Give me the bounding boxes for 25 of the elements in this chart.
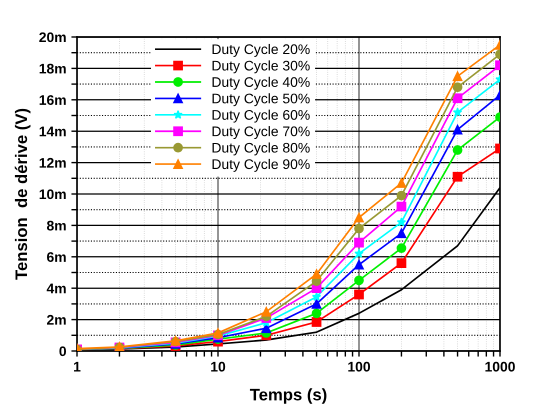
y-tick-label: 0: [59, 346, 66, 356]
y-tick-label: 18m: [40, 64, 66, 74]
y-tick-label: 20m: [39, 32, 66, 42]
y-tick-label: 6m: [47, 252, 66, 262]
legend-label: Duty Cycle 30%: [212, 60, 310, 74]
y-tick-label: 14m: [40, 126, 66, 136]
x-axis-title: Temps (s): [250, 388, 326, 404]
x-tick-label: 100: [348, 362, 370, 372]
y-tick-label: 8m: [46, 220, 66, 231]
y-tick-label: 16m: [40, 95, 66, 105]
x-tick-label: 10: [211, 362, 226, 372]
legend-label: Duty Cycle 50%: [212, 93, 310, 106]
legend-label: Duty Cycle 60%: [212, 110, 310, 123]
x-tick-label: 1000: [485, 362, 515, 372]
y-tick-label: 2m: [46, 314, 66, 325]
y-tick-label: 10m: [40, 189, 66, 200]
legend-label: Duty Cycle 20%: [212, 44, 310, 57]
legend-label: Duty Cycle 40%: [212, 76, 310, 90]
legend-label: Duty Cycle 70%: [212, 126, 310, 139]
legend-label: Duty Cycle 90%: [212, 158, 310, 172]
y-tick-label: 12m: [40, 158, 66, 168]
y-tick-label: 4m: [46, 284, 66, 294]
y-axis-title: Tension de dérive (V): [14, 108, 30, 280]
legend-label: Duty Cycle 80%: [212, 142, 310, 156]
x-tick-label: 1: [74, 362, 80, 372]
